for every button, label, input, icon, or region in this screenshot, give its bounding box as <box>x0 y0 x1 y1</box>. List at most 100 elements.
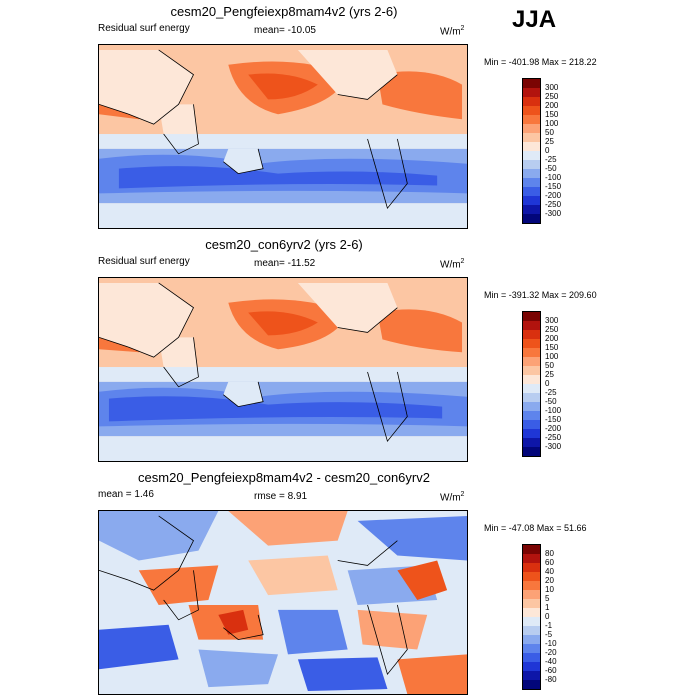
colorbar-swatch <box>523 680 540 689</box>
units-label: W/m2 <box>440 491 465 504</box>
colorbar-tick-label: 50 <box>545 361 554 370</box>
panel-title: cesm20_Pengfeiexp8mam4v2 - cesm20_con6yr… <box>138 470 430 485</box>
colorbar-swatch <box>523 590 540 599</box>
season-label: JJA <box>512 6 557 33</box>
min-max-label: Min = -401.98 Max = 218.22 <box>484 57 597 67</box>
mean-label: mean= -11.52 <box>254 258 316 269</box>
colorbar-swatch <box>523 438 540 447</box>
colorbar-tick-label: -25 <box>545 155 557 164</box>
colorbar-swatch <box>523 402 540 411</box>
colorbar-tick-label: 100 <box>545 352 559 361</box>
colorbar-swatch <box>523 554 540 563</box>
colorbar-tick-label: -200 <box>545 191 562 200</box>
colorbar-tick-label: -40 <box>545 657 557 666</box>
colorbar-swatch <box>523 671 540 680</box>
panel-title: cesm20_con6yrv2 (yrs 2-6) <box>205 237 363 252</box>
colorbar-tick-label: -1 <box>545 621 553 630</box>
colorbar-swatch <box>523 384 540 393</box>
map-plot <box>98 510 468 695</box>
colorbar-tick-label: 40 <box>545 567 554 576</box>
colorbar-tick-label: 0 <box>545 612 550 621</box>
units-label: W/m2 <box>440 258 465 271</box>
colorbar-swatch <box>523 581 540 590</box>
colorbar-swatch <box>523 312 540 321</box>
colorbar-swatch <box>523 115 540 124</box>
colorbar-tick-label: 150 <box>545 343 559 352</box>
variable-label: Residual surf energy <box>98 23 190 34</box>
colorbar-swatch <box>523 644 540 653</box>
colorbar-swatch <box>523 106 540 115</box>
mean-label: mean = 1.46 <box>98 489 154 500</box>
colorbar-swatch <box>523 563 540 572</box>
colorbar-swatch <box>523 88 540 97</box>
colorbar <box>522 544 541 690</box>
colorbar-tick-label: 150 <box>545 110 559 119</box>
colorbar <box>522 78 541 224</box>
colorbar-swatch <box>523 572 540 581</box>
mean-label: mean= -10.05 <box>254 25 316 36</box>
colorbar-swatch <box>523 375 540 384</box>
colorbar-swatch <box>523 420 540 429</box>
map-plot <box>98 277 468 462</box>
colorbar-tick-label: -80 <box>545 675 557 684</box>
colorbar-swatch <box>523 429 540 438</box>
colorbar-tick-label: -250 <box>545 433 562 442</box>
colorbar-tick-label: 25 <box>545 137 554 146</box>
colorbar-swatch <box>523 330 540 339</box>
colorbar-swatch <box>523 151 540 160</box>
colorbar-swatch <box>523 599 540 608</box>
colorbar-tick-label: 10 <box>545 585 554 594</box>
colorbar-tick-label: 5 <box>545 594 550 603</box>
colorbar-swatch <box>523 653 540 662</box>
colorbar-tick-label: 300 <box>545 316 559 325</box>
colorbar-tick-label: -10 <box>545 639 557 648</box>
colorbar-tick-label: -25 <box>545 388 557 397</box>
colorbar-swatch <box>523 124 540 133</box>
colorbar-tick-label: -20 <box>545 648 557 657</box>
colorbar-tick-label: -300 <box>545 442 562 451</box>
colorbar-swatch <box>523 187 540 196</box>
rmse-label: rmse = 8.91 <box>254 491 308 502</box>
colorbar-tick-label: 0 <box>545 379 550 388</box>
colorbar-swatch <box>523 339 540 348</box>
colorbar-tick-label: -50 <box>545 397 557 406</box>
colorbar-swatch <box>523 214 540 223</box>
colorbar-swatch <box>523 617 540 626</box>
colorbar-tick-label: 300 <box>545 83 559 92</box>
colorbar-tick-label: -5 <box>545 630 553 639</box>
colorbar <box>522 311 541 457</box>
colorbar-swatch <box>523 169 540 178</box>
colorbar-tick-label: -150 <box>545 182 562 191</box>
colorbar-tick-label: 250 <box>545 325 559 334</box>
colorbar-swatch <box>523 142 540 151</box>
colorbar-swatch <box>523 160 540 169</box>
colorbar-swatch <box>523 447 540 456</box>
colorbar-swatch <box>523 662 540 671</box>
min-max-label: Min = -391.32 Max = 209.60 <box>484 290 597 300</box>
colorbar-swatch <box>523 626 540 635</box>
colorbar-tick-label: -300 <box>545 209 562 218</box>
colorbar-swatch <box>523 321 540 330</box>
variable-label: Residual surf energy <box>98 256 190 267</box>
colorbar-tick-label: 50 <box>545 128 554 137</box>
colorbar-swatch <box>523 133 540 142</box>
colorbar-swatch <box>523 608 540 617</box>
colorbar-tick-label: 80 <box>545 549 554 558</box>
colorbar-tick-label: -100 <box>545 173 562 182</box>
colorbar-tick-label: 60 <box>545 558 554 567</box>
colorbar-tick-label: 20 <box>545 576 554 585</box>
colorbar-tick-label: -50 <box>545 164 557 173</box>
colorbar-swatch <box>523 348 540 357</box>
colorbar-tick-label: 100 <box>545 119 559 128</box>
colorbar-swatch <box>523 366 540 375</box>
colorbar-tick-label: -150 <box>545 415 562 424</box>
colorbar-tick-label: -250 <box>545 200 562 209</box>
colorbar-swatch <box>523 97 540 106</box>
colorbar-tick-label: -60 <box>545 666 557 675</box>
colorbar-swatch <box>523 79 540 88</box>
colorbar-swatch <box>523 635 540 644</box>
panel-title: cesm20_Pengfeiexp8mam4v2 (yrs 2-6) <box>170 4 398 19</box>
colorbar-tick-label: 0 <box>545 146 550 155</box>
colorbar-swatch <box>523 393 540 402</box>
colorbar-swatch <box>523 411 540 420</box>
